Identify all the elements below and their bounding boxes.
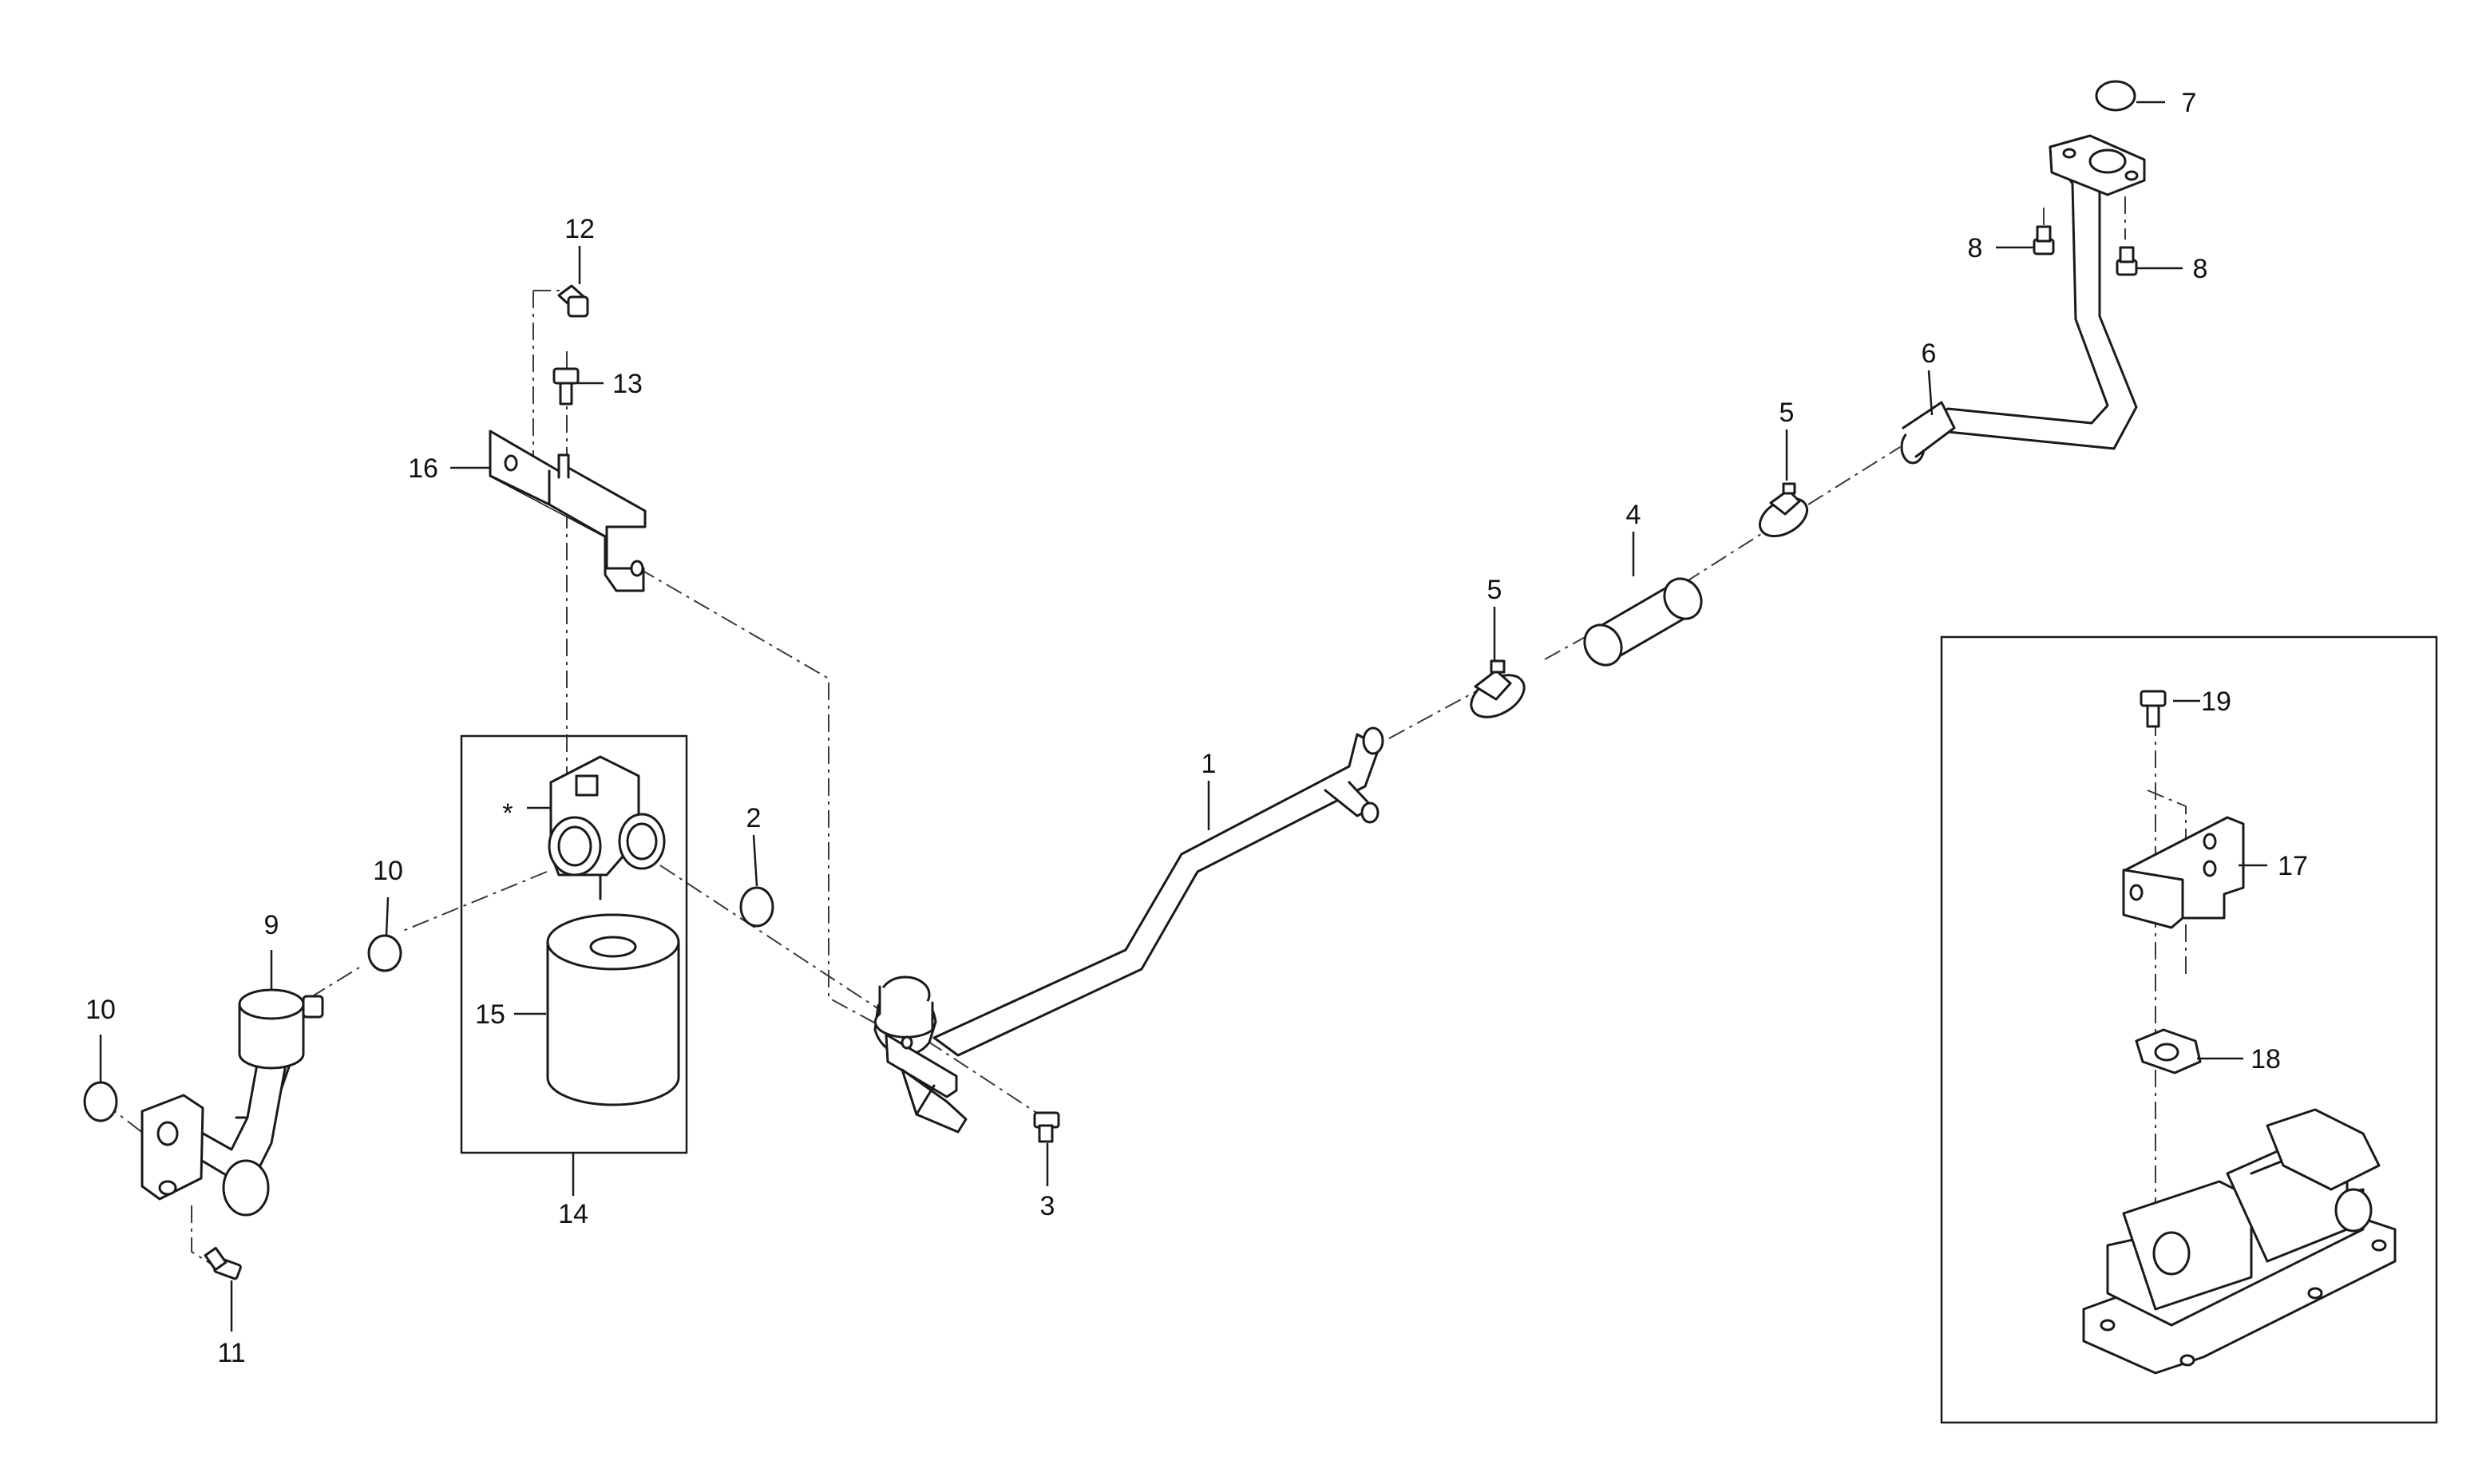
main-pipe-1 (873, 726, 1384, 1134)
callout-4: 4 (1626, 500, 1641, 530)
callout-15: 15 (475, 999, 505, 1030)
o-ring-2 (739, 886, 774, 928)
callout-13: 13 (612, 369, 643, 399)
callout-6: 6 (1922, 338, 1937, 369)
bolt-12 (557, 284, 589, 318)
callout-11: 11 (217, 1338, 245, 1368)
elbow-pipe-9 (141, 988, 324, 1217)
callout-5b: 5 (1779, 398, 1795, 428)
callout-labels: 1 2 3 4 5 5 6 7 8 8 9 10 10 11 12 13 14 … (85, 88, 2308, 1368)
valve-housing (2082, 1108, 2397, 1375)
assembly-line-9 (309, 967, 360, 999)
leader-6 (1927, 370, 1934, 416)
leader-2 (752, 834, 758, 887)
callout-14: 14 (558, 1199, 588, 1229)
bracket-16 (489, 429, 647, 592)
bolt-8b (2116, 246, 2138, 276)
callout-9: 9 (264, 910, 279, 940)
assembly-line-16-pipe (638, 568, 903, 1039)
callout-star: * (502, 798, 513, 829)
bolt-13 (552, 367, 580, 406)
assembly-line-8 (2043, 196, 2126, 239)
o-ring-10b (83, 1081, 118, 1122)
callout-8a: 8 (1968, 233, 1983, 263)
callout-16: 16 (408, 453, 438, 484)
callout-3: 3 (1040, 1191, 1055, 1221)
hose-clamp-5b (1759, 482, 1808, 538)
o-ring-10 (367, 934, 402, 972)
bolt-11 (204, 1246, 242, 1280)
upper-pipe-6 (1900, 134, 2146, 465)
assembly-lines (101, 196, 2187, 1325)
callout-10a: 10 (373, 856, 403, 886)
callout-19: 19 (2201, 687, 2231, 717)
callout-5a: 5 (1487, 575, 1502, 605)
leader-lines (99, 101, 2267, 1332)
callout-1: 1 (1201, 749, 1217, 779)
callout-7: 7 (2182, 88, 2197, 118)
assembly-line-10 (402, 871, 548, 932)
assembly-line-2 (606, 829, 1039, 1114)
filter-head (548, 755, 666, 900)
hose-clamp-5a (1470, 659, 1526, 718)
bolt-3 (1033, 1111, 1060, 1143)
callout-18: 18 (2251, 1044, 2281, 1074)
callout-10b: 10 (85, 995, 116, 1025)
bolt-8a (2033, 225, 2055, 255)
callout-17: 17 (2278, 851, 2308, 881)
assembly-line-12 (532, 290, 571, 479)
inset-box (1940, 635, 2438, 1424)
gasket-18 (2135, 1028, 2202, 1074)
leader-10a (385, 896, 390, 936)
callout-8b: 8 (2193, 254, 2208, 284)
bracket-17 (2122, 816, 2245, 929)
callout-2: 2 (746, 803, 762, 833)
assembly-line-hose (1388, 446, 1901, 739)
bolt-19 (2140, 690, 2167, 728)
o-ring-7 (2095, 80, 2136, 112)
filter-cartridge-15 (546, 913, 680, 1106)
hose-4 (1583, 577, 1703, 667)
callout-12: 12 (564, 214, 595, 244)
